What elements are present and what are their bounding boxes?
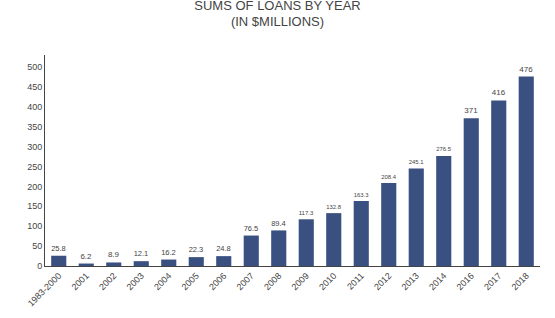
svg-text:276.5: 276.5 (436, 146, 451, 152)
svg-text:12.1: 12.1 (134, 249, 149, 258)
svg-text:245.1: 245.1 (409, 159, 424, 165)
svg-text:150: 150 (27, 201, 42, 211)
svg-text:2018: 2018 (510, 271, 531, 292)
svg-text:500: 500 (27, 62, 42, 72)
svg-text:89.4: 89.4 (271, 219, 286, 228)
svg-text:25.8: 25.8 (51, 244, 66, 253)
svg-text:371: 371 (464, 106, 478, 115)
svg-text:50: 50 (32, 241, 42, 251)
svg-text:2006: 2006 (207, 271, 228, 292)
svg-text:450: 450 (27, 82, 42, 92)
svg-text:476: 476 (519, 65, 533, 74)
svg-text:24.8: 24.8 (216, 244, 231, 253)
svg-text:2009: 2009 (290, 271, 311, 292)
svg-text:416: 416 (492, 88, 506, 97)
svg-text:2001: 2001 (70, 271, 91, 292)
svg-text:16.2: 16.2 (161, 248, 176, 257)
svg-text:2011: 2011 (345, 271, 366, 292)
svg-text:0: 0 (37, 261, 42, 271)
svg-text:6.2: 6.2 (80, 252, 92, 261)
svg-text:250: 250 (27, 162, 42, 172)
svg-text:117.3: 117.3 (299, 210, 314, 216)
svg-text:2012: 2012 (372, 271, 393, 292)
svg-text:1983-2000: 1983-2000 (26, 271, 64, 309)
svg-text:2003: 2003 (125, 271, 146, 292)
svg-text:SUMS OF LOANS BY YEAR(IN $MILL: SUMS OF LOANS BY YEAR(IN $MILLIONS) (194, 0, 360, 29)
svg-text:2010: 2010 (317, 271, 338, 292)
svg-text:76.5: 76.5 (244, 224, 259, 233)
svg-text:350: 350 (27, 122, 42, 132)
svg-text:22.3: 22.3 (189, 245, 204, 254)
svg-text:2016: 2016 (455, 271, 476, 292)
svg-text:8.9: 8.9 (108, 250, 120, 259)
svg-text:2004: 2004 (152, 271, 173, 292)
svg-text:132.8: 132.8 (326, 204, 341, 210)
svg-text:2017: 2017 (482, 271, 503, 292)
svg-text:400: 400 (27, 102, 42, 112)
svg-text:2002: 2002 (97, 271, 118, 292)
svg-text:2014: 2014 (427, 271, 448, 292)
svg-text:200: 200 (27, 182, 42, 192)
svg-text:100: 100 (27, 221, 42, 231)
svg-text:2005: 2005 (180, 271, 201, 292)
svg-text:2007: 2007 (235, 271, 256, 292)
svg-text:163.3: 163.3 (354, 192, 369, 198)
svg-text:300: 300 (27, 142, 42, 152)
svg-text:2008: 2008 (262, 271, 283, 292)
svg-text:208.4: 208.4 (381, 174, 396, 180)
svg-text:2013: 2013 (400, 271, 421, 292)
